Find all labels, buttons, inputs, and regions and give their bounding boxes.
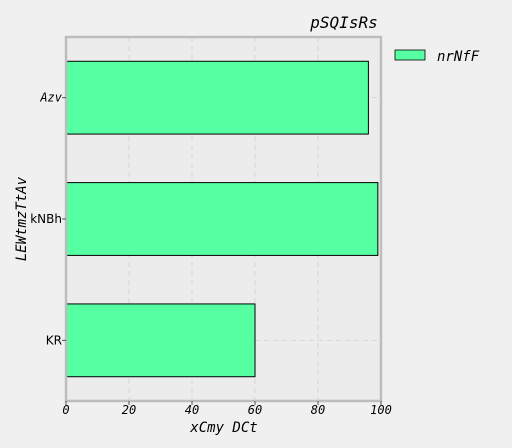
x-tick-label: 20: [122, 403, 136, 417]
chart-title: pSQIsRs: [309, 13, 377, 32]
x-tick-label: 80: [311, 403, 325, 417]
x-tick-label: 0: [62, 403, 69, 417]
bar-kNBh: [65, 182, 379, 256]
x-tick-label: 100: [370, 403, 392, 417]
bar-Azv: [65, 60, 369, 135]
y-axis-label: LEWtmzTtAv: [14, 176, 30, 261]
y-axis-ticks: Azv kNBh KR: [30, 91, 66, 347]
bar-KR: [65, 303, 256, 378]
y-tick-label: Azv: [39, 91, 62, 105]
x-axis-ticks: 0 20 40 60 80 100: [62, 401, 392, 417]
y-tick-label: kNBh: [30, 212, 62, 226]
legend-label: nrNfF: [437, 49, 480, 65]
y-tick-label: KR: [46, 333, 62, 347]
x-tick-label: 60: [248, 403, 262, 417]
x-axis-label: xCmy DCt: [189, 420, 257, 436]
legend-swatch: [394, 49, 426, 61]
x-tick-label: 40: [185, 403, 199, 417]
legend: nrNfF: [394, 49, 480, 65]
